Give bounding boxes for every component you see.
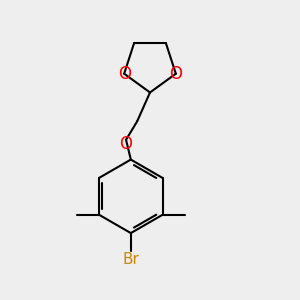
Text: O: O <box>118 65 131 83</box>
Text: O: O <box>169 65 182 83</box>
Text: O: O <box>119 135 133 153</box>
Text: Br: Br <box>122 252 139 267</box>
